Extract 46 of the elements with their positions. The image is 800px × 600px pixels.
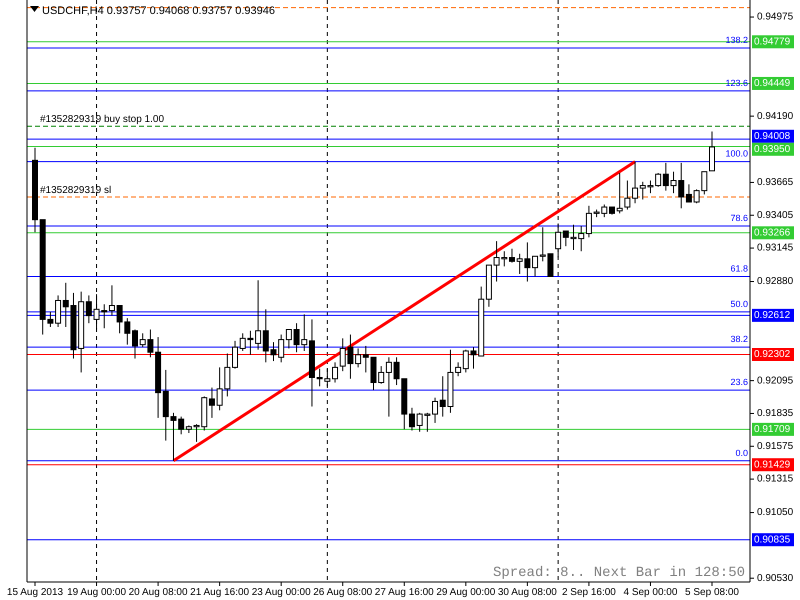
- annotation: #1352829319 buy stop 1.00: [40, 114, 164, 126]
- x-tick-label: 21 Aug 16:00: [190, 587, 250, 598]
- text: USDCHF,H4 0.93757 0.94068 0.93757 0.93946: [42, 5, 276, 17]
- y-tick-label: 0.91575: [757, 440, 794, 452]
- x-tick-label: 29 Aug 00:00: [436, 587, 496, 598]
- ref-line-label: 0.94008: [754, 130, 791, 142]
- x-tick-label: 27 Aug 16:00: [374, 587, 434, 598]
- x-tick-label: 4 Sep 00:00: [623, 587, 678, 598]
- annotation: Spread: 8.. Next Bar in 128:50: [492, 565, 745, 581]
- y-tick-label: 0.91835: [757, 408, 794, 420]
- y-tick-label: 0.92880: [757, 276, 794, 288]
- y-tick-label: 0.94975: [757, 12, 794, 23]
- annotation: 38.2: [730, 334, 748, 344]
- ref-line-label: 0.91429: [754, 459, 791, 470]
- y-tick-label: 0.93665: [757, 177, 794, 188]
- x-tick-label: 19 Aug 00:00: [67, 587, 126, 598]
- annotation: 61.8: [730, 263, 748, 274]
- x-tick-label: 26 Aug 08:00: [313, 587, 373, 598]
- x-tick-label: 15 Aug 2013: [6, 587, 64, 598]
- y-tick-label: 0.92095: [757, 375, 794, 386]
- annotation: 0.0: [735, 448, 748, 458]
- annotation: 78.6: [730, 212, 748, 223]
- ref-line-label: 0.93266: [754, 227, 791, 238]
- y-tick-label: 0.90530: [757, 572, 794, 584]
- ref-line-label: 0.92612: [754, 310, 791, 322]
- candlestick: [340, 338, 346, 372]
- annotation: 100.0: [725, 148, 748, 159]
- x-tick-label: 20 Aug 08:00: [128, 587, 188, 598]
- y-tick-label: 0.93145: [757, 242, 794, 254]
- ref-line-label: 0.92302: [754, 349, 791, 360]
- ref-line-label: 0.91709: [754, 424, 791, 436]
- annotation: #1352829319 sl: [40, 184, 112, 196]
- ref-line-label: 0.93950: [754, 144, 791, 155]
- x-tick-label: 30 Aug 08:00: [498, 587, 558, 598]
- ref-line-label: 0.94449: [754, 78, 791, 90]
- y-tick-label: 0.91050: [757, 507, 794, 518]
- y-tick-label: 0.94190: [757, 110, 794, 122]
- y-tick-label: 0.93405: [757, 210, 794, 221]
- x-tick-label: 23 Aug 00:00: [252, 587, 312, 598]
- ref-line-label: 0.94779: [754, 36, 791, 48]
- annotation: 23.6: [730, 377, 748, 388]
- ref-line-label: 0.90835: [754, 534, 791, 546]
- y-tick-label: 0.91315: [757, 474, 794, 485]
- x-tick-label: 2 Sep 16:00: [562, 587, 616, 598]
- annotation: 50.0: [730, 298, 748, 309]
- x-tick-label: 5 Sep 08:00: [685, 587, 740, 598]
